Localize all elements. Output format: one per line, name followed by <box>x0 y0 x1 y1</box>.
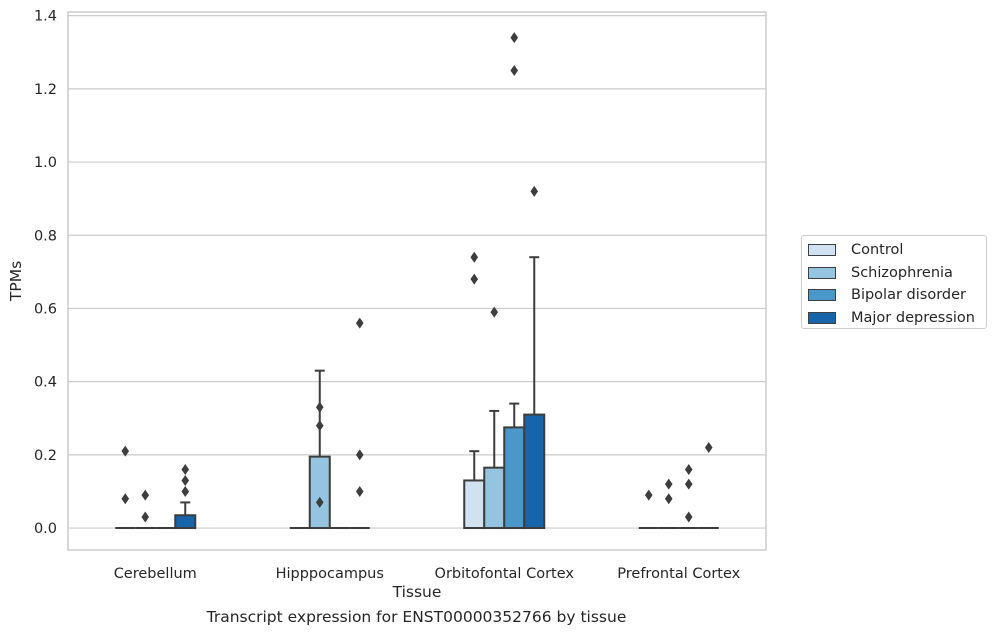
y-axis-tick-labels: 0.0 0.2 0.4 0.6 0.8 1.0 1.2 1.4 <box>34 9 57 537</box>
box <box>503 426 526 530</box>
outlier-point <box>490 306 499 318</box>
box <box>523 413 546 530</box>
y-axis-label: TPMs <box>7 261 25 302</box>
y-tick-label: 0.2 <box>34 448 57 464</box>
series-group <box>174 185 719 530</box>
legend-swatch <box>808 311 836 324</box>
box-series <box>115 32 719 530</box>
outlier-point <box>510 65 519 77</box>
legend-entry: Control <box>808 239 986 262</box>
outlier-point <box>664 493 673 505</box>
outlier-point <box>684 511 693 523</box>
outlier-point <box>470 273 479 285</box>
legend-swatch <box>808 289 836 302</box>
outlier-point <box>664 478 673 490</box>
outlier-point <box>684 463 693 475</box>
y-tick-label: 1.2 <box>34 82 57 98</box>
box <box>174 514 197 530</box>
outlier-point <box>121 493 130 505</box>
outlier-point <box>315 420 324 432</box>
legend-label: Major depression <box>851 309 975 326</box>
outlier-point <box>355 485 364 497</box>
x-tick-label: Hipppocampus <box>276 566 384 582</box>
outlier-point <box>530 185 539 197</box>
box <box>483 466 506 530</box>
y-tick-label: 1.4 <box>34 9 57 25</box>
legend-label: Schizophrenia <box>851 264 953 281</box>
plot-frame <box>67 11 767 551</box>
plot-area-background <box>68 12 766 550</box>
outlier-point <box>470 251 479 263</box>
legend-label: Control <box>851 242 904 259</box>
x-axis-label: Tissue <box>392 583 442 601</box>
outlier-point <box>355 449 364 461</box>
box <box>463 479 486 530</box>
outlier-point <box>355 317 364 329</box>
legend-swatch <box>808 266 836 279</box>
y-tick-label: 0.0 <box>34 521 57 537</box>
legend-entry: Bipolar disorder <box>808 284 986 307</box>
outlier-point <box>315 496 324 508</box>
x-tick-label: Prefrontal Cortex <box>617 566 740 582</box>
legend-entry: Major depression <box>808 307 986 330</box>
outlier-point <box>181 463 190 475</box>
legend-swatch <box>808 244 836 257</box>
outlier-point <box>644 489 653 501</box>
outlier-point <box>181 474 190 486</box>
outlier-point <box>121 445 130 457</box>
x-tick-label: Orbitofontal Cortex <box>435 566 575 582</box>
y-tick-label: 0.4 <box>34 375 57 391</box>
x-tick-label: Cerebellum <box>114 566 197 582</box>
outlier-point <box>141 489 150 501</box>
outlier-point <box>315 401 324 413</box>
outlier-point <box>181 485 190 497</box>
legend: Control Schizophrenia Bipolar disorder Majo… <box>801 235 987 329</box>
chart-caption: Transcript expression for ENST0000035276… <box>206 608 627 626</box>
box <box>308 455 331 530</box>
outlier-point <box>684 478 693 490</box>
x-axis-tick-labels: Cerebellum Hipppocampus Orbitofontal Corte… <box>114 566 741 582</box>
y-tick-label: 0.8 <box>34 228 57 244</box>
series-group <box>115 251 659 530</box>
series-group <box>135 306 679 530</box>
outlier-point <box>141 511 150 523</box>
y-tick-label: 1.0 <box>34 155 57 171</box>
outlier-point <box>510 32 519 44</box>
legend-label: Bipolar disorder <box>851 287 966 304</box>
legend-entry: Schizophrenia <box>808 262 986 285</box>
outlier-point <box>704 442 713 454</box>
y-tick-label: 0.6 <box>34 301 57 317</box>
